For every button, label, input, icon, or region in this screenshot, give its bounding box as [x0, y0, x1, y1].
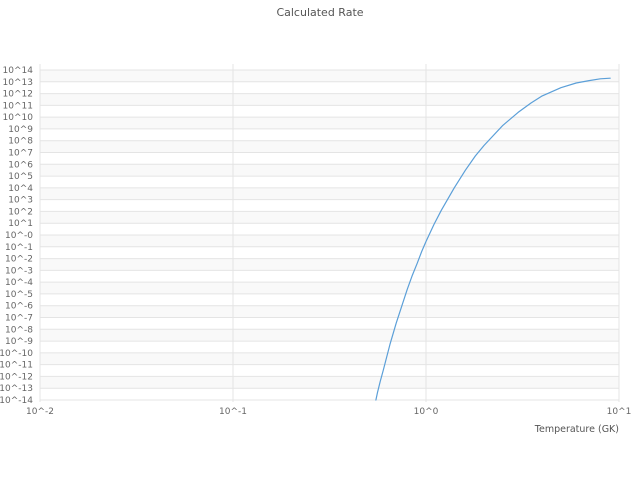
y-tick-label: 10^-12: [0, 372, 33, 382]
decade-band: [40, 141, 619, 153]
decade-band: [40, 365, 619, 377]
y-tick-label: 10^-7: [5, 314, 33, 324]
y-tick-label: 10^13: [3, 78, 33, 88]
y-tick-label: 10^-10: [0, 349, 33, 359]
decade-band: [40, 94, 619, 106]
y-tick-label: 10^-3: [5, 266, 33, 276]
y-tick-label: 10^9: [8, 125, 33, 135]
decade-band: [40, 259, 619, 271]
decade-band: [40, 341, 619, 353]
y-tick-label: 10^-14: [0, 396, 33, 406]
decade-band: [40, 270, 619, 282]
decade-band: [40, 318, 619, 330]
y-tick-label: 10^-9: [5, 337, 33, 347]
x-tick-label: 10^-1: [219, 407, 247, 417]
decade-band: [40, 329, 619, 341]
y-tick-label: 10^5: [8, 172, 33, 182]
x-tick-label: 10^1: [607, 407, 632, 417]
decade-band: [40, 176, 619, 188]
decade-band: [40, 353, 619, 365]
y-tick-label: 10^2: [8, 207, 33, 217]
y-tick-label: 10^-13: [0, 384, 33, 394]
x-tick-label: 10^-2: [26, 407, 54, 417]
y-tick-label: 10^-2: [5, 255, 33, 265]
decade-band: [40, 70, 619, 82]
y-tick-label: 10^10: [3, 113, 34, 123]
y-tick-label: 10^11: [3, 101, 33, 111]
y-tick-label: 10^14: [3, 66, 34, 76]
decade-band: [40, 164, 619, 176]
y-tick-label: 10^-1: [5, 243, 33, 253]
decade-band: [40, 82, 619, 94]
y-tick-label: 10^7: [8, 149, 33, 159]
x-axis-label: Temperature (GK): [534, 424, 619, 435]
y-tick-label: 10^-4: [5, 278, 33, 288]
decade-band: [40, 105, 619, 117]
decade-band: [40, 294, 619, 306]
y-tick-label: 10^-6: [5, 302, 33, 312]
y-tick-label: 10^6: [8, 160, 33, 170]
decade-band: [40, 282, 619, 294]
y-tick-label: 10^4: [8, 184, 33, 194]
decade-band: [40, 223, 619, 235]
plot-area: 10^1410^1310^1210^1110^1010^910^810^710^…: [0, 64, 631, 417]
y-tick-label: 10^8: [8, 137, 33, 147]
y-tick-label: 10^-0: [5, 231, 33, 241]
decade-band: [40, 211, 619, 223]
y-tick-label: 10^12: [3, 90, 33, 100]
x-tick-label: 10^0: [414, 407, 439, 417]
decade-band: [40, 388, 619, 400]
decade-band: [40, 153, 619, 165]
chart-title: Calculated Rate: [276, 6, 363, 19]
decade-band: [40, 247, 619, 259]
decade-band: [40, 306, 619, 318]
decade-band: [40, 188, 619, 200]
decade-band: [40, 376, 619, 388]
decade-band: [40, 235, 619, 247]
y-tick-label: 10^-11: [0, 361, 33, 371]
decade-band: [40, 129, 619, 141]
y-tick-label: 10^-5: [5, 290, 33, 300]
rate-curve: [375, 77, 611, 401]
decade-band: [40, 200, 619, 212]
decade-band: [40, 117, 619, 129]
y-tick-label: 10^1: [8, 219, 33, 229]
y-tick-label: 10^-8: [5, 325, 33, 335]
y-tick-label: 10^3: [8, 196, 33, 206]
